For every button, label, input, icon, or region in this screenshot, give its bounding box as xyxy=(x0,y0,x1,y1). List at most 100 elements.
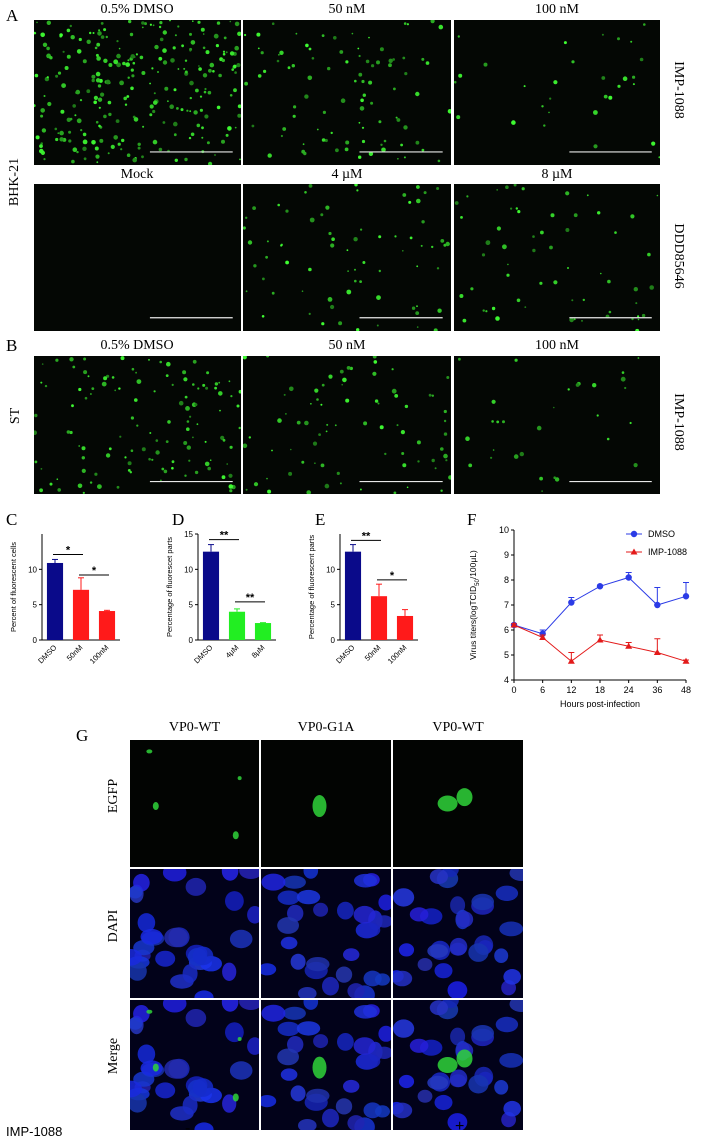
fluorescent-cell xyxy=(34,104,36,108)
fluorescent-cell xyxy=(411,306,416,310)
fluorescent-cell xyxy=(402,463,407,468)
y-tick-label: 10 xyxy=(28,565,37,574)
fluorescent-cell xyxy=(202,73,208,78)
fluorescent-cell xyxy=(320,403,323,406)
fluorescent-cell xyxy=(177,25,180,28)
fluorescent-cell xyxy=(505,185,509,189)
nucleus xyxy=(221,1000,239,1012)
y-tick-label: 10 xyxy=(499,525,509,535)
nucleus xyxy=(290,1085,306,1102)
fluorescent-cell xyxy=(359,280,362,283)
fluorescent-cell xyxy=(447,109,451,114)
egfp-signal xyxy=(237,1037,242,1041)
fluorescent-cell xyxy=(238,389,241,394)
x-tick-label: DMSO xyxy=(192,643,214,665)
fluorescent-cell xyxy=(404,404,409,409)
fluorescent-cell xyxy=(113,135,118,140)
fluorescent-cell xyxy=(189,32,192,36)
fluorescent-cell xyxy=(330,304,335,310)
fluorescent-cell xyxy=(218,73,222,78)
nucleus xyxy=(378,894,391,911)
fluorescent-cell xyxy=(603,94,608,99)
fluorescent-cell xyxy=(351,32,354,35)
fluorescent-cell xyxy=(363,421,368,426)
fluorescent-cell xyxy=(496,226,501,231)
fluorescent-cell xyxy=(132,61,136,65)
fluorescent-cell xyxy=(614,231,617,234)
fluorescent-cell xyxy=(106,374,110,378)
fluorescent-cell xyxy=(66,430,71,434)
fluorescent-cell xyxy=(513,454,519,459)
fluorescent-cell xyxy=(378,269,381,273)
fluorescent-cell xyxy=(622,76,628,81)
fluorescent-cell xyxy=(100,22,104,25)
x-tick-label: DMSO xyxy=(36,643,58,665)
fluorescent-cell xyxy=(59,137,64,142)
fluorescent-cell xyxy=(171,460,175,464)
fluorescent-cell xyxy=(41,363,44,365)
fluorescent-cell xyxy=(126,95,130,98)
fluorescent-cell xyxy=(149,82,151,85)
fluorescent-cell xyxy=(365,59,370,64)
fluorescent-cell xyxy=(189,80,194,86)
fluorescent-cell xyxy=(362,261,366,264)
fluorescent-cell xyxy=(204,114,209,119)
fluorescent-cell xyxy=(287,66,291,70)
fluorescent-cell xyxy=(97,31,102,36)
fluorescent-cell xyxy=(239,158,241,161)
fluorescent-cell xyxy=(188,459,191,462)
nucleus xyxy=(343,948,360,961)
fluorescent-cell xyxy=(543,124,546,127)
g-row-label-dapi: DAPI xyxy=(106,909,121,943)
fluorescent-cell xyxy=(219,409,221,412)
fluorescent-cell xyxy=(127,461,132,466)
fluorescent-cell xyxy=(225,51,228,54)
fluorescent-cell xyxy=(327,297,333,302)
nucleus xyxy=(261,963,277,976)
fluorescent-cell xyxy=(192,383,195,386)
nucleus xyxy=(468,1074,489,1094)
fluorescent-cell xyxy=(131,367,135,371)
fluorescent-cell xyxy=(372,356,377,359)
fluorescent-cell xyxy=(177,68,180,70)
nucleus xyxy=(277,917,299,934)
nucleus xyxy=(434,1094,453,1111)
fluorescent-cell xyxy=(321,34,325,37)
fluorescent-cell xyxy=(216,21,221,25)
fluorescent-cell xyxy=(359,488,362,491)
fluorescent-cell xyxy=(42,42,48,47)
x-tick-label: 6 xyxy=(540,685,545,695)
fluorescent-cell xyxy=(136,424,139,427)
nucleus xyxy=(303,869,319,879)
fluorescent-cell xyxy=(95,53,99,57)
micrograph-bhk21-dmso xyxy=(34,20,241,165)
fluorescent-cell xyxy=(277,203,280,207)
fluorescent-cell xyxy=(186,420,190,423)
fluorescent-cell xyxy=(59,33,63,37)
nucleus xyxy=(130,961,147,981)
fluorescent-cell xyxy=(117,142,121,146)
nucleus xyxy=(354,873,377,888)
fluorescent-cell xyxy=(180,108,184,112)
fluorescent-cell xyxy=(230,395,233,398)
fluorescent-cell xyxy=(141,71,146,75)
fluorescent-cell xyxy=(95,120,99,124)
nucleus xyxy=(261,1004,286,1022)
bar xyxy=(202,551,220,640)
fluorescent-cell xyxy=(421,220,425,224)
nucleus xyxy=(229,929,253,949)
bar xyxy=(344,551,362,640)
fluorescent-cell xyxy=(271,449,273,452)
nucleus xyxy=(140,928,163,945)
fluorescent-cell xyxy=(569,317,574,323)
micrograph-bhk21-50nm xyxy=(243,20,451,165)
fluorescent-cell xyxy=(448,475,451,480)
nucleus xyxy=(393,970,413,987)
fluorescent-cell xyxy=(353,237,358,242)
fluorescent-cell xyxy=(649,285,654,290)
fluorescent-cell xyxy=(148,359,150,361)
nucleus xyxy=(393,1019,415,1038)
fluorescent-cell xyxy=(108,63,113,67)
fluorescent-cell xyxy=(108,447,112,451)
fluorescent-cell xyxy=(283,393,286,396)
